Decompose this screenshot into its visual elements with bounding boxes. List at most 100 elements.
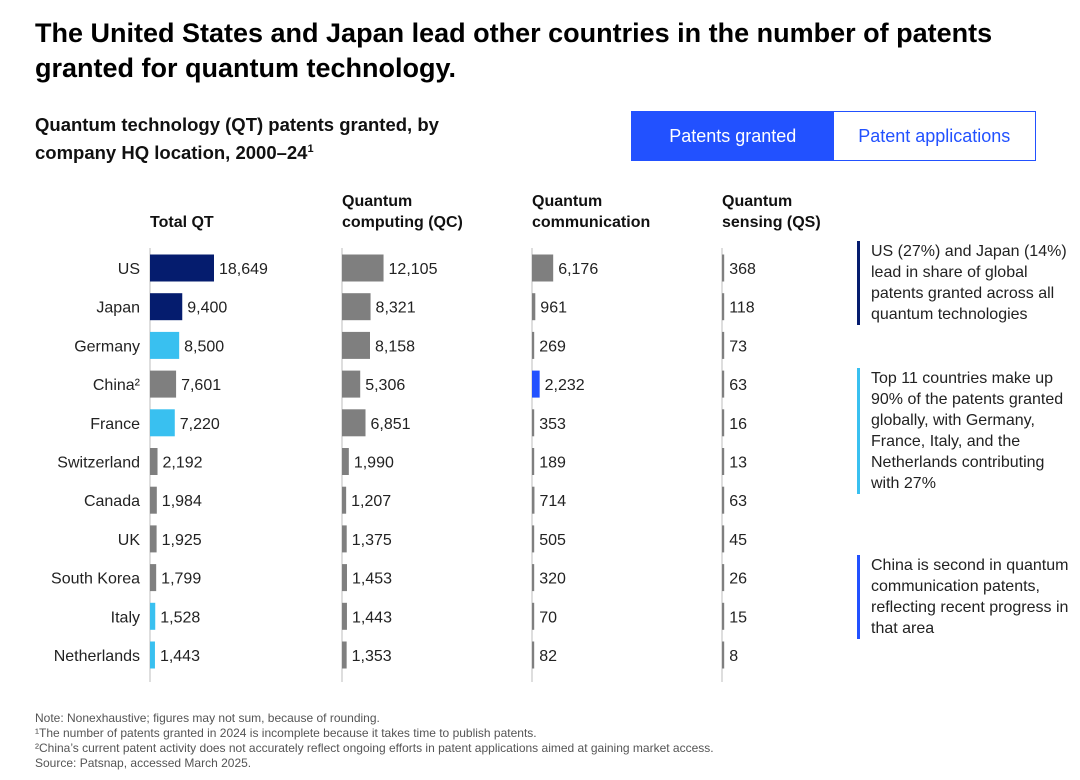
bar-qc [342,448,349,475]
data-label-total-qt: 1,799 [161,571,201,588]
bar-qs [722,254,725,282]
annotation-top-11: Top 11 countries make up 90% of the pate… [857,368,1071,494]
category-label: China² [93,377,141,394]
category-label: Germany [74,338,140,355]
data-label-qc: 5,306 [365,377,405,394]
bar-qs [722,486,725,514]
data-label-qcomm: 714 [539,493,566,510]
bar-total-qt [150,486,157,514]
tab-patent-applications[interactable]: Patent applications [833,112,1035,160]
column-header-total-qt: Total QT [150,212,214,233]
data-label-total-qt: 7,601 [181,377,221,394]
subtitle-footnote-mark: 1 [307,143,314,155]
bar-qc [342,564,347,592]
category-label: France [90,416,140,433]
data-label-qcomm: 505 [539,532,566,549]
data-label-qcomm: 82 [539,648,557,665]
data-label-qcomm: 269 [539,338,566,355]
data-label-qs: 368 [729,261,756,278]
bar-qs [722,370,725,398]
data-label-qcomm: 353 [539,416,566,433]
data-label-total-qt: 18,649 [219,261,268,278]
data-label-qs: 63 [729,493,747,510]
annotation-us-japan: US (27%) and Japan (14%) lead in share o… [857,241,1071,325]
data-label-total-qt: 8,500 [184,338,224,355]
bar-qc [342,254,384,282]
data-label-qcomm: 6,176 [558,261,598,278]
bar-total-qt [150,641,155,669]
bar-qs [722,448,725,475]
column-header-line: Quantum [722,193,793,210]
bar-qs [722,602,725,630]
data-label-qc: 1,353 [352,648,392,665]
tab-patents-granted[interactable]: Patents granted [632,112,834,160]
column-header-qs: Quantum sensing (QS) [722,191,821,233]
bar-qcomm [532,293,536,321]
bar-total-qt [150,409,175,437]
category-label: Japan [96,300,140,317]
bar-qcomm [532,331,535,359]
bar-total-qt [150,564,157,592]
bar-chart: US 18,649 12,105 6,176 368 Japan 9,400 8,321 961… [51,248,756,682]
bar-total-qt [150,602,156,630]
bar-qc [342,331,370,359]
column-header-qcomm: Quantum communication [532,191,650,233]
data-label-total-qt: 1,925 [162,532,202,549]
data-label-qcomm: 70 [539,609,557,626]
category-label: Canada [84,493,140,510]
data-label-total-qt: 1,528 [160,609,200,626]
category-label: Switzerland [57,455,140,472]
bar-qc [342,525,347,553]
data-label-total-qt: 1,984 [162,493,202,510]
category-label: Netherlands [54,648,140,665]
bar-qc [342,486,347,514]
data-label-qcomm: 320 [539,571,566,588]
data-label-qc: 1,453 [352,571,392,588]
data-label-qs: 15 [729,609,747,626]
data-label-qcomm: 961 [540,300,567,317]
data-label-qs: 13 [729,455,747,472]
data-label-qc: 8,158 [375,338,415,355]
bar-qcomm [532,525,535,553]
data-label-qc: 12,105 [389,261,438,278]
column-header-line: Total QT [150,214,214,231]
data-label-qc: 1,990 [354,455,394,472]
bar-qs [722,564,725,592]
bar-total-qt [150,448,158,475]
footnotes: Note: Nonexhaustive; figures may not sum… [35,711,714,771]
bar-qc [342,641,347,669]
category-label: US [118,261,140,278]
view-toggle[interactable]: Patents granted Patent applications [631,111,1036,161]
bar-total-qt [150,331,180,359]
data-label-qs: 45 [729,532,747,549]
bar-qcomm [532,641,535,669]
bar-qc [342,293,371,321]
footnote-2: ²China’s current patent activity does no… [35,741,714,755]
column-header-line: Quantum [342,193,413,210]
bar-total-qt [150,293,183,321]
chart-title: The United States and Japan lead other c… [35,18,993,83]
bar-qs [722,331,725,359]
column-header-qc: Quantum computing (QC) [342,191,463,233]
bar-qcomm [532,602,535,630]
data-label-qc: 1,375 [352,532,392,549]
footnote-note: Note: Nonexhaustive; figures may not sum… [35,711,380,725]
bar-qc [342,602,347,630]
data-label-total-qt: 9,400 [187,300,227,317]
data-label-qcomm: 2,232 [545,377,585,394]
data-label-qs: 16 [729,416,747,433]
bar-total-qt [150,525,157,553]
data-label-qs: 26 [729,571,747,588]
category-label: Italy [111,609,140,626]
data-label-qs: 63 [729,377,747,394]
bar-qcomm [532,448,535,475]
footnote-source: Source: Patsnap, accessed March 2025. [35,756,252,770]
category-label: UK [118,532,141,549]
column-header-line: Quantum [532,193,603,210]
data-label-qc: 8,321 [376,300,416,317]
bar-qs [722,641,725,669]
data-label-total-qt: 2,192 [163,455,203,472]
bar-qs [722,525,725,553]
footnote-1: ¹The number of patents granted in 2024 i… [35,726,537,740]
data-label-qs: 8 [729,648,738,665]
